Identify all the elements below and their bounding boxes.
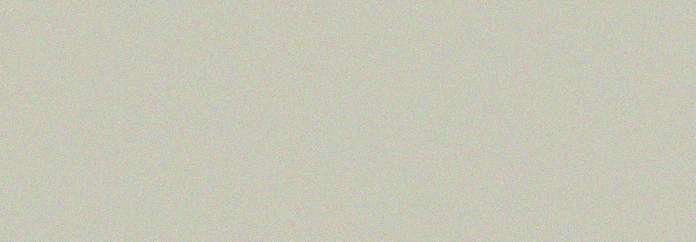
Text: The peak widths (at base) for A and B are 1.11 min and 1.21 min, respectively. W: The peak widths (at base) for A and B ar… (59, 86, 601, 99)
Text: Substances A and B have retention times of 15.32 min and 16.92 min, respectively: Substances A and B have retention times … (59, 11, 596, 24)
Text: is the time required to elute substance B on the column that gives a resolution : is the time required to elute substance … (59, 123, 581, 136)
Text: 1.8?: 1.8? (59, 161, 86, 174)
FancyBboxPatch shape (59, 128, 661, 232)
Text: $(t_R)_B = \dfrac{16R_s^2\, H}{u}\left(\dfrac{\alpha}{\alpha - 1}\right)^{\!\!2}: $(t_R)_B = \dfrac{16R_s^2\, H}{u}\left(\… (207, 153, 509, 207)
Text: on a 50.0-cm column. An unretained species passes through the column in 1.15 min: on a 50.0-cm column. An unretained speci… (59, 48, 605, 61)
